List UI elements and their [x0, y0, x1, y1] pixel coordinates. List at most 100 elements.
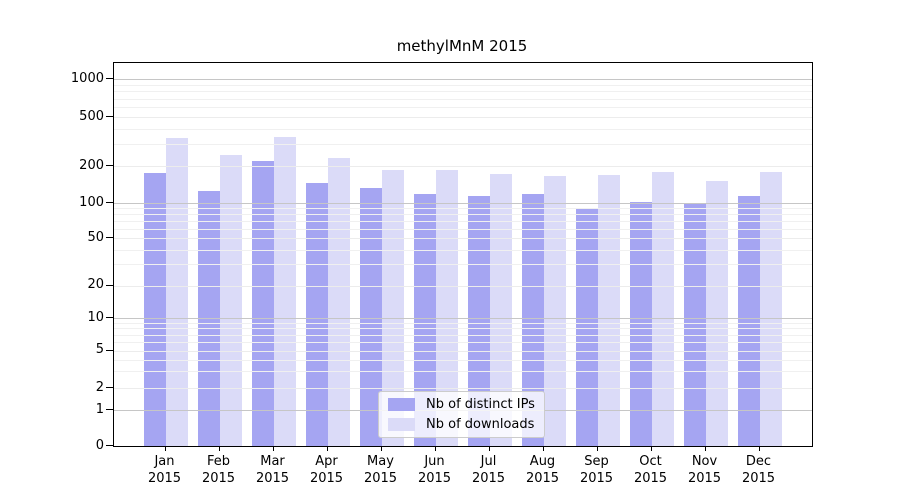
gridline-minor: [114, 359, 812, 361]
gridline-labeled: [114, 285, 812, 287]
gridline-labeled: [114, 166, 812, 167]
y-tick-label: 0: [95, 437, 104, 453]
bar-downloads: [219, 154, 242, 446]
y-tick-mark: [106, 284, 113, 286]
gridline-labeled: [114, 388, 812, 389]
x-tick-label: Nov 2015: [687, 454, 722, 486]
x-tick-mark: [272, 446, 274, 451]
x-tick-label: Jul 2015: [471, 454, 506, 486]
bar-downloads: [327, 158, 350, 446]
y-tick-label: 1: [95, 401, 104, 417]
y-tick-mark: [106, 165, 113, 166]
x-tick-mark: [164, 446, 166, 451]
y-tick-label: 10: [87, 309, 104, 325]
x-tick-mark: [704, 446, 706, 451]
gridline-minor: [114, 328, 812, 330]
bar-distinct-ips: [413, 194, 436, 446]
gridline-major: [114, 318, 812, 319]
gridline-minor: [114, 91, 812, 93]
gridline-minor: [114, 371, 812, 373]
x-tick-label: Feb 2015: [201, 454, 236, 486]
gridline-minor: [114, 144, 812, 146]
x-tick-label: Mar 2015: [255, 454, 290, 486]
y-tick-label: 2: [95, 379, 104, 395]
gridline-minor: [114, 84, 812, 86]
bar-downloads: [759, 172, 782, 446]
x-tick-label: Aug 2015: [525, 454, 560, 486]
x-tick-label: Oct 2015: [633, 454, 668, 486]
bar-distinct-ips: [521, 193, 544, 446]
gridline-minor: [114, 208, 812, 210]
x-tick-label: May 2015: [363, 454, 398, 486]
gridline-major: [114, 203, 812, 204]
chart-title: methylMnM 2015: [396, 37, 528, 55]
plot-area: [113, 62, 813, 447]
legend: Nb of distinct IPs Nb of downloads: [378, 391, 545, 438]
bar-downloads: [705, 181, 728, 446]
bar-downloads: [273, 137, 296, 446]
gridline-major: [114, 79, 812, 80]
x-tick-mark: [596, 446, 598, 451]
y-tick-mark: [106, 116, 113, 117]
bar-distinct-ips: [737, 195, 760, 446]
bars-layer: [114, 63, 812, 446]
gridline-minor: [114, 107, 812, 108]
bar-downloads: [489, 173, 512, 446]
y-tick-label: 1000: [70, 70, 104, 86]
y-tick-label: 20: [87, 277, 104, 292]
gridline-minor: [114, 214, 812, 216]
x-tick-label: Apr 2015: [309, 454, 344, 486]
gridline-minor: [114, 322, 812, 324]
legend-label-distinct-ips: Nb of distinct IPs: [426, 397, 535, 412]
y-tick-mark: [106, 317, 113, 318]
bar-downloads: [597, 175, 620, 446]
gridline-minor: [114, 264, 812, 266]
x-tick-label: Sep 2015: [579, 454, 614, 486]
y-tick-label: 100: [79, 194, 104, 210]
x-tick-mark: [326, 446, 328, 451]
bar-distinct-ips: [143, 172, 166, 446]
x-tick-mark: [650, 446, 652, 451]
legend-item-distinct-ips: Nb of distinct IPs: [388, 398, 535, 411]
bar-distinct-ips: [251, 160, 274, 446]
y-tick-label: 5: [95, 342, 104, 357]
x-tick-mark: [488, 446, 490, 451]
gridline-minor: [114, 128, 812, 130]
x-tick-label: Jun 2015: [417, 454, 452, 486]
legend-swatch-distinct-ips: [388, 398, 415, 411]
bar-downloads: [165, 138, 188, 446]
gridline-labeled: [114, 350, 812, 352]
gridline-minor: [114, 98, 812, 100]
gridline-minor: [114, 228, 812, 230]
gridline-minor: [114, 341, 812, 343]
y-tick-mark: [106, 237, 113, 238]
y-tick-mark: [106, 202, 113, 203]
y-tick-mark: [106, 78, 113, 79]
x-tick-mark: [434, 446, 436, 451]
gridline-labeled: [114, 238, 812, 239]
x-tick-mark: [758, 446, 760, 451]
bar-distinct-ips: [359, 188, 382, 446]
y-tick-mark: [106, 349, 113, 351]
y-tick-mark: [106, 409, 113, 410]
bar-downloads: [651, 172, 674, 446]
x-tick-label: Jan 2015: [147, 454, 182, 486]
y-tick-label: 500: [79, 108, 104, 124]
gridline-minor: [114, 249, 812, 251]
y-tick-mark: [106, 445, 113, 446]
y-tick-label: 200: [79, 157, 104, 173]
x-tick-mark: [542, 446, 544, 451]
x-tick-label: Dec 2015: [741, 454, 776, 486]
legend-label-downloads: Nb of downloads: [426, 417, 535, 432]
legend-item-downloads: Nb of downloads: [388, 418, 535, 431]
bar-distinct-ips: [629, 202, 652, 446]
y-tick-mark: [106, 387, 113, 388]
x-tick-mark: [218, 446, 220, 451]
bar-downloads: [543, 175, 566, 446]
bar-distinct-ips: [467, 196, 490, 446]
gridline-minor: [114, 334, 812, 336]
y-tick-label: 50: [87, 229, 104, 245]
bar-distinct-ips: [575, 207, 598, 446]
grid-layer: [114, 63, 812, 446]
